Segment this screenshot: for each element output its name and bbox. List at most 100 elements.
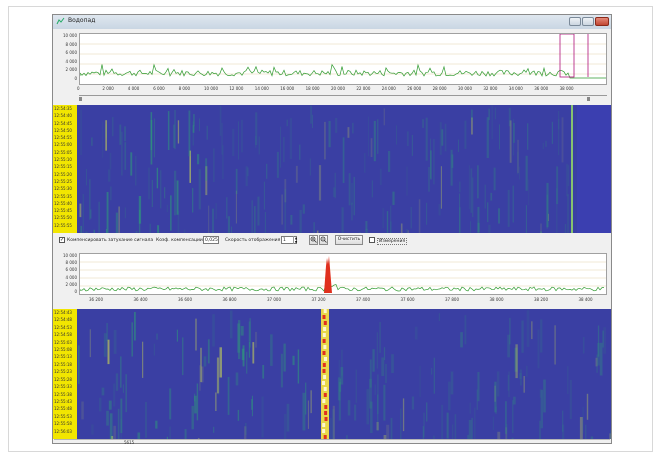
waterfall-streak: [235, 372, 239, 386]
waterfall-streak: [153, 343, 155, 356]
x-axis-label: 18 000: [305, 86, 320, 91]
signal-core: [323, 435, 327, 439]
waterfall-streak: [464, 315, 467, 345]
waterfall-streak: [172, 124, 175, 148]
speed-input[interactable]: 1: [281, 236, 297, 244]
waterfall-streak: [135, 155, 137, 186]
waterfall-streak: [428, 167, 430, 192]
waterfall-streak: [258, 136, 260, 155]
compensate-checkbox[interactable]: ✓: [59, 237, 65, 243]
minimize-button[interactable]: [569, 17, 581, 26]
waterfall-streak: [441, 129, 444, 146]
speed-label: Скорость отображения: [225, 238, 281, 243]
waterfall-streak: [511, 437, 514, 439]
waterfall-streak: [508, 371, 510, 398]
waterfall-streak: [469, 402, 471, 414]
waterfall-streak: [115, 212, 118, 233]
close-button[interactable]: [595, 17, 609, 26]
waterfall-streak: [520, 369, 522, 386]
waterfall-streak: [89, 329, 91, 358]
waterfall-streak: [124, 207, 126, 219]
measure-checkbox[interactable]: [369, 237, 375, 243]
waterfall-streak: [169, 388, 172, 420]
waterfall-streak: [312, 114, 313, 129]
title-bar: Водопад: [53, 15, 611, 29]
waterfall-streak: [281, 194, 283, 225]
x-axis-label: 12 000: [229, 86, 244, 91]
waterfall-streak: [130, 152, 133, 176]
clear-button[interactable]: Очистить: [335, 235, 363, 245]
timestamp-label: 12:55:45: [54, 208, 72, 214]
waterfall-streak: [558, 118, 560, 130]
waterfall-streak: [537, 329, 540, 369]
timestamp-label: 12:54:53: [54, 324, 72, 330]
waterfall-streak: [433, 435, 435, 439]
waterfall-streak: [382, 208, 384, 229]
waterfall-streak: [609, 433, 611, 439]
waterfall-streak: [438, 313, 441, 322]
waterfall-streak: [369, 378, 372, 409]
waterfall-streak: [464, 120, 467, 149]
waterfall-streak: [131, 322, 133, 357]
coef-input[interactable]: 0,025: [203, 236, 219, 244]
waterfall-streak: [567, 194, 569, 233]
waterfall-streak: [255, 112, 258, 145]
waterfall-streak: [467, 434, 470, 439]
waterfall-streak: [302, 204, 305, 214]
speed-spinner[interactable]: ▲ ▼: [293, 236, 298, 244]
waterfall-streak: [292, 355, 295, 366]
waterfall-streak: [371, 180, 373, 198]
waterfall-streak: [310, 390, 312, 414]
waterfall-streak: [218, 382, 220, 396]
waterfall-streak: [407, 230, 409, 233]
zoom-in-button[interactable]: [309, 235, 318, 245]
waterfall-streak: [242, 345, 245, 367]
waterfall-streak: [305, 382, 307, 415]
waterfall-streak: [402, 398, 405, 432]
maximize-button[interactable]: [582, 17, 594, 26]
waterfall-streak: [554, 325, 556, 365]
waterfall-streak: [540, 223, 542, 233]
waterfall-streak: [488, 108, 490, 121]
top-frequency-scrollbar[interactable]: [79, 95, 607, 102]
coef-label: Коэф. компенсации: [156, 238, 203, 243]
waterfall-streak: [199, 365, 201, 391]
waterfall-streak: [255, 136, 257, 148]
waterfall-streak: [174, 170, 177, 216]
waterfall-streak: [487, 202, 489, 223]
y-axis-label: 6 000: [65, 267, 77, 273]
signal-core: [324, 357, 327, 361]
waterfall-streak: [512, 400, 514, 434]
top-scroll-left-handle[interactable]: [79, 97, 82, 101]
waterfall-streak: [517, 139, 519, 173]
waterfall-streak: [156, 167, 159, 189]
waterfall-streak: [546, 182, 549, 228]
waterfall-streak: [156, 333, 158, 340]
waterfall-streak: [248, 321, 251, 342]
waterfall-streak: [542, 142, 544, 150]
waterfall-streak: [227, 377, 230, 415]
waterfall-streak: [525, 205, 527, 233]
waterfall-streak: [347, 127, 350, 138]
waterfall-streak: [284, 179, 287, 203]
waterfall-streak: [351, 183, 353, 205]
waterfall-streak: [85, 231, 88, 233]
zoom-out-button[interactable]: [319, 235, 328, 245]
waterfall-streak: [121, 131, 123, 176]
waterfall-streak: [439, 122, 442, 155]
waterfall-streak: [386, 211, 389, 233]
waterfall-streak: [477, 222, 480, 233]
waterfall-streak: [261, 396, 264, 438]
waterfall-streak: [513, 118, 515, 156]
waterfall-streak: [99, 397, 102, 412]
waterfall-streak: [564, 224, 567, 233]
waterfall-streak: [191, 405, 194, 430]
waterfall-streak: [107, 339, 110, 365]
waterfall-streak: [297, 349, 300, 384]
waterfall-streak: [106, 323, 108, 342]
waterfall-streak: [111, 117, 114, 137]
top-scroll-right-handle[interactable]: [587, 97, 590, 101]
waterfall-streak: [295, 165, 298, 183]
x-axis-label: 38 000: [489, 297, 504, 302]
x-axis-label: 10 000: [204, 86, 218, 91]
